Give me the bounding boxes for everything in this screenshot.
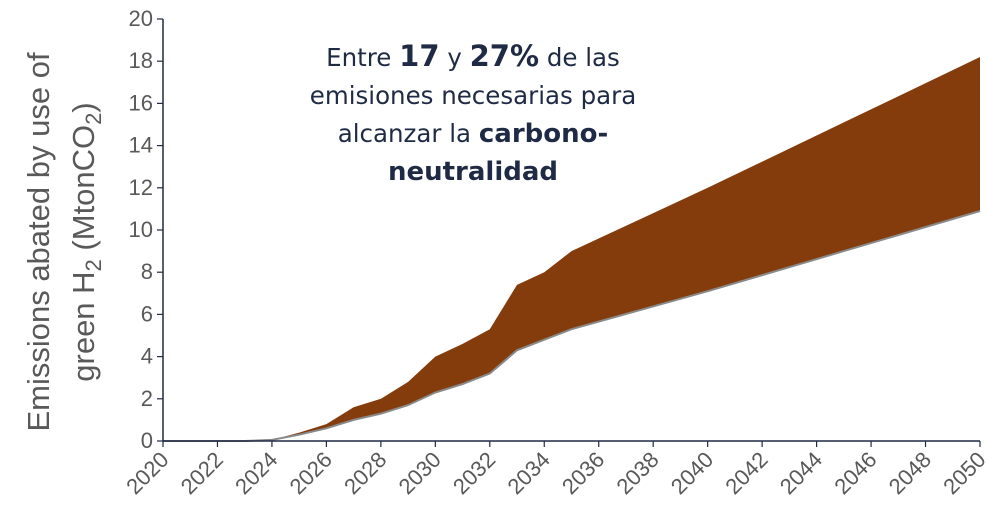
x-tick-label: 2042 (720, 447, 772, 499)
x-tick-label: 2034 (503, 447, 555, 499)
y-tick-label: 18 (129, 48, 153, 73)
x-tick-label: 2026 (285, 447, 337, 499)
x-tick-label: 2046 (829, 447, 881, 499)
chart-annotation: Entre 17 y 27% de las emisiones necesari… (238, 37, 708, 191)
x-tick-label: 2040 (666, 447, 718, 499)
x-tick-label: 2048 (884, 447, 936, 499)
annotation-line-1: Entre 17 y 27% de las (326, 39, 620, 73)
y-tick-label: 16 (129, 90, 153, 115)
x-tick-label: 2022 (176, 447, 228, 499)
x-tick-label: 2044 (775, 447, 827, 499)
x-tick-label: 2038 (611, 447, 663, 499)
y-tick-label: 6 (141, 301, 153, 326)
x-tick-label: 2030 (394, 447, 446, 499)
y-tick-label: 10 (129, 217, 153, 242)
annotation-line-4: neutralidad (387, 157, 559, 187)
y-tick-label: 0 (141, 428, 153, 453)
y-tick-label: 2 (141, 386, 153, 411)
y-tick-label: 14 (129, 133, 153, 158)
x-tick-label: 2036 (557, 447, 609, 499)
y-tick-label: 4 (141, 344, 153, 369)
y-tick-label: 20 (129, 6, 153, 31)
y-tick-label: 8 (141, 259, 153, 284)
x-tick-label: 2020 (121, 447, 173, 499)
x-tick-label: 2032 (448, 447, 500, 499)
annotation-line-2: emisiones necesarias para (309, 81, 637, 110)
x-tick-label: 2050 (938, 447, 987, 499)
x-tick-label: 2028 (339, 447, 391, 499)
x-tick-label: 2024 (230, 447, 282, 499)
annotation-line-3: alcanzar la carbono- (337, 119, 609, 149)
emissions-range-band (163, 57, 980, 441)
y-axis-label: Emissions abated by use of green H2 (Mto… (21, 52, 106, 431)
y-axis-label-line1: Emissions abated by use of (21, 52, 56, 431)
y-tick-label: 12 (129, 175, 153, 200)
y-axis-label-line2: green H2 (MtonCO2) (66, 102, 106, 381)
